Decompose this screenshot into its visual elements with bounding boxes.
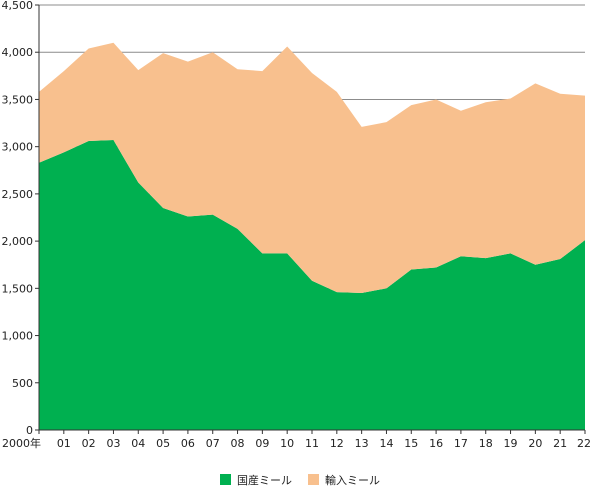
x-tick-label: 22 — [577, 437, 591, 450]
x-tick-label: 21 — [553, 437, 567, 450]
x-tick-label: 18 — [479, 437, 493, 450]
x-tick-label: 20 — [528, 437, 542, 450]
x-tick-label: 14 — [379, 437, 393, 450]
area-series-1 — [39, 140, 585, 430]
x-tick-label: 01 — [57, 437, 71, 450]
x-tick-label: 10 — [280, 437, 294, 450]
x-tick-label: 04 — [131, 437, 145, 450]
series-areas — [39, 42, 585, 430]
x-tick-label: 17 — [454, 437, 468, 450]
y-tick-label: 1,000 — [2, 330, 34, 343]
x-tick-label: 09 — [255, 437, 269, 450]
y-tick-label: 4,500 — [2, 0, 34, 12]
y-tick-label: 3,500 — [2, 93, 34, 106]
y-tick-label: 500 — [12, 377, 33, 390]
legend-label-2: 輸入ミール — [325, 473, 380, 486]
x-tick-label: 11 — [305, 437, 319, 450]
x-tick-label: 03 — [106, 437, 120, 450]
y-tick-label: 0 — [26, 424, 33, 437]
x-tick-label: 15 — [404, 437, 418, 450]
x-tick-label: 16 — [429, 437, 443, 450]
x-tick-label: 08 — [231, 437, 245, 450]
x-tick-label: 19 — [504, 437, 518, 450]
legend-swatch-2 — [308, 474, 319, 485]
x-tick-label: 02 — [82, 437, 96, 450]
legend: 国産ミール 輸入ミール — [220, 473, 380, 486]
y-tick-label: 3,000 — [2, 141, 34, 154]
legend-swatch-1 — [220, 474, 231, 485]
x-tick-label: 06 — [181, 437, 195, 450]
y-tick-label: 2,000 — [2, 235, 34, 248]
x-tick-label: 2000年 — [2, 436, 41, 450]
x-tick-label: 05 — [156, 437, 170, 450]
y-tick-label: 4,000 — [2, 46, 34, 59]
legend-label-1: 国産ミール — [237, 474, 292, 486]
y-tick-label: 2,500 — [2, 188, 34, 201]
area-series-2 — [39, 42, 585, 294]
y-axis-ticks: 0 500 1,000 1,500 2,000 2,500 3,000 3,500 4,000 4… — [2, 0, 39, 437]
x-tick-label: 13 — [355, 437, 369, 450]
y-tick-label: 1,500 — [2, 282, 34, 295]
x-tick-label: 07 — [206, 437, 220, 450]
x-tick-label: 12 — [330, 437, 344, 450]
x-axis-ticks: 2000年 01 02 03 04 05 06 07 08 09 10 11 12 13 14 15 16 17 1… — [2, 430, 591, 450]
